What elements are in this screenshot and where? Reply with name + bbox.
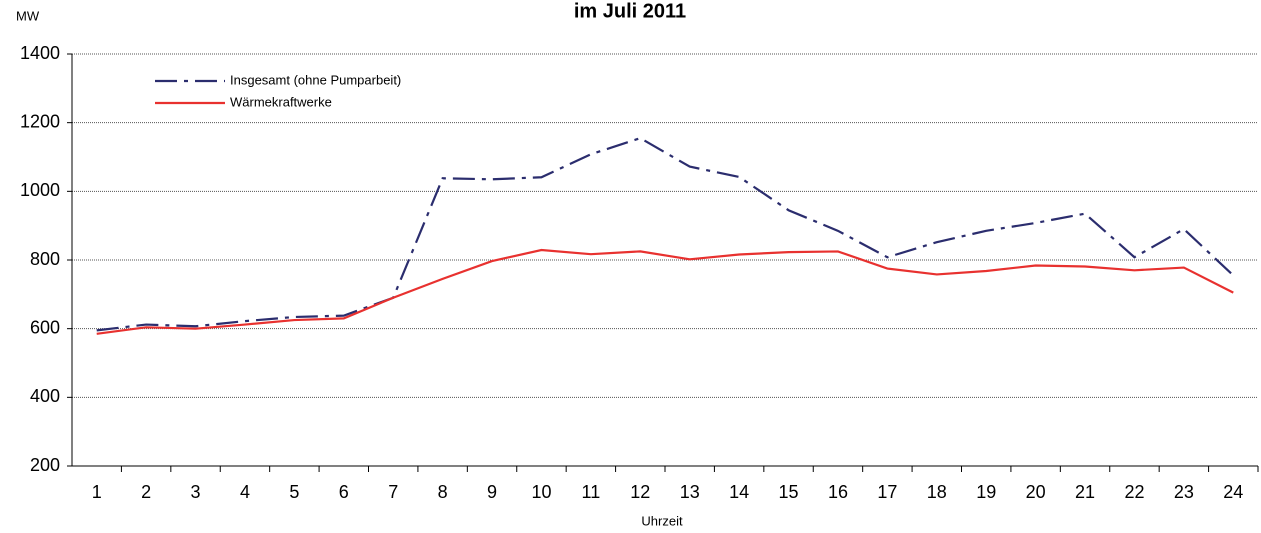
x-tick-label: 4 <box>240 482 250 502</box>
x-tick-label: 22 <box>1124 482 1144 502</box>
x-tick-label: 20 <box>1026 482 1046 502</box>
x-tick-label: 7 <box>388 482 398 502</box>
y-axis-label: MW <box>16 8 40 23</box>
y-tick-label: 1400 <box>20 43 60 63</box>
legend-label: Wärmekraftwerke <box>230 94 332 109</box>
y-tick-label: 1200 <box>20 111 60 131</box>
chart-title: im Juli 2011 <box>574 0 686 22</box>
x-tick-label: 13 <box>680 482 700 502</box>
x-tick-label: 21 <box>1075 482 1095 502</box>
x-tick-label: 14 <box>729 482 749 502</box>
x-tick-label: 24 <box>1223 482 1243 502</box>
x-tick-label: 23 <box>1174 482 1194 502</box>
series-line <box>96 248 1234 335</box>
y-tick-label: 200 <box>30 455 60 475</box>
y-tick-label: 800 <box>30 249 60 269</box>
x-tick-label: 1 <box>92 482 102 502</box>
x-axis-label: Uhrzeit <box>641 513 683 528</box>
x-tick-label: 15 <box>779 482 799 502</box>
x-tick-label: 16 <box>828 482 848 502</box>
x-tick-label: 3 <box>191 482 201 502</box>
y-tick-label: 1000 <box>20 180 60 200</box>
x-tick-label: 9 <box>487 482 497 502</box>
x-tick-label: 10 <box>531 482 551 502</box>
x-tick-label: 18 <box>927 482 947 502</box>
series-line <box>96 136 1235 332</box>
x-tick-label: 6 <box>339 482 349 502</box>
legend-label: Insgesamt (ohne Pumparbeit) <box>230 72 401 87</box>
x-tick-label: 2 <box>141 482 151 502</box>
x-tick-label: 8 <box>438 482 448 502</box>
x-tick-label: 11 <box>582 482 601 502</box>
x-tick-label: 12 <box>630 482 650 502</box>
y-tick-label: 600 <box>30 317 60 337</box>
x-tick-label: 17 <box>877 482 897 502</box>
y-tick-label: 400 <box>30 386 60 406</box>
x-tick-label: 19 <box>976 482 996 502</box>
x-tick-label: 5 <box>289 482 299 502</box>
